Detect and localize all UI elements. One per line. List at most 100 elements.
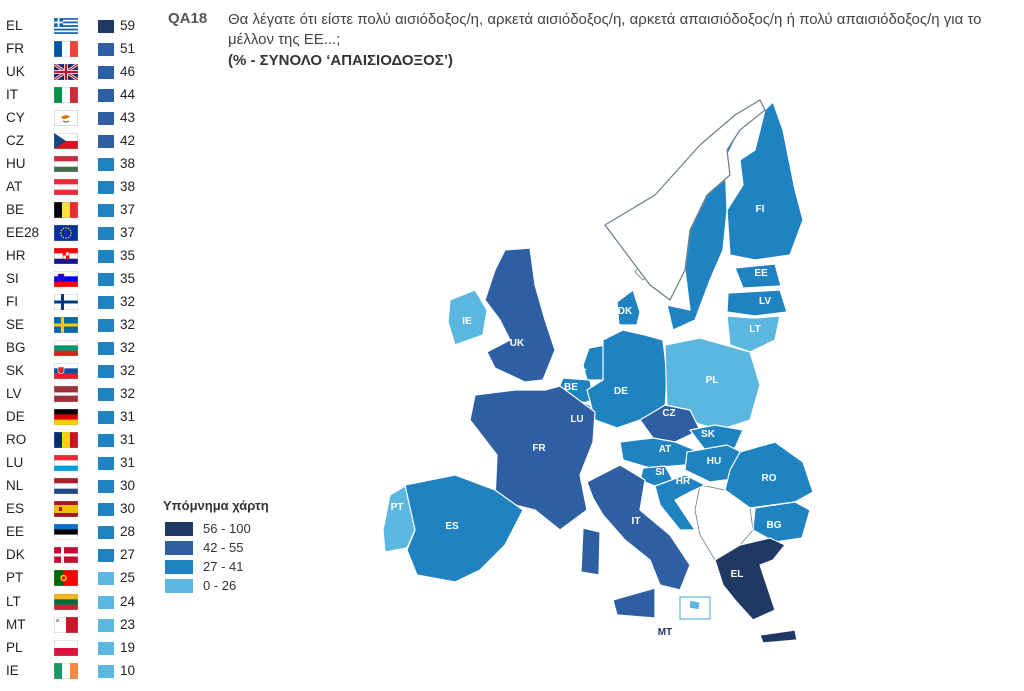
country-code: SE [6, 317, 25, 333]
flag-icon [54, 501, 78, 518]
country-value: 46 [120, 64, 136, 80]
country-row: ES 30 [0, 499, 160, 519]
country-row: PL 19 [0, 638, 160, 658]
flag-icon [54, 41, 78, 58]
country-value: 32 [120, 363, 136, 379]
flag-icon [54, 271, 78, 288]
country-value: 44 [120, 87, 136, 103]
country-list: EL 59 FR 51 UK 46 IT 44 CY 43 CZ 42 HU 38 AT 38 BE 37 EE28… [0, 0, 160, 691]
map-label-at: AT [659, 444, 672, 455]
flag-icon [54, 409, 78, 426]
country-value: 24 [120, 593, 136, 609]
country-code: SI [6, 271, 19, 287]
flag-icon [54, 340, 78, 357]
country-shape-ie [447, 289, 488, 346]
value-swatch [98, 641, 114, 655]
flag-icon [54, 363, 78, 380]
legend-item-42-55: 42 - 55 [163, 539, 303, 557]
value-swatch [98, 227, 114, 241]
country-row: SK 32 [0, 361, 160, 381]
map-label-be: BE [564, 382, 578, 393]
value-swatch [98, 365, 114, 379]
country-shape-ee [734, 263, 782, 289]
flag-icon [54, 179, 78, 196]
legend-label: 42 - 55 [203, 540, 244, 555]
country-code: HR [6, 248, 26, 264]
map-label-hr: HR [676, 476, 691, 487]
country-code: PL [6, 639, 23, 655]
country-value: 19 [120, 639, 136, 655]
country-value: 23 [120, 616, 136, 632]
country-code: EL [6, 18, 23, 33]
legend-item-27-41: 27 - 41 [163, 558, 303, 576]
map-label-lv: LV [759, 296, 771, 307]
country-code: HU [6, 156, 26, 172]
value-swatch [98, 664, 114, 678]
flag-icon [54, 547, 78, 564]
map-label-de: DE [614, 386, 628, 397]
country-code: BE [6, 202, 25, 218]
question-code: QA18 [168, 10, 208, 27]
country-code: BG [6, 340, 26, 356]
map-label-si: SI [655, 467, 665, 478]
country-shape-hr [654, 474, 706, 531]
country-row: RO 31 [0, 430, 160, 450]
country-code: EE28 [6, 225, 40, 241]
value-swatch [98, 549, 114, 563]
country-code: DE [6, 409, 25, 425]
country-shape-mt [688, 599, 701, 611]
country-value: 51 [120, 41, 136, 57]
country-row: IT 44 [0, 85, 160, 105]
country-row: NL 30 [0, 476, 160, 496]
country-shape-no [604, 99, 766, 301]
flag-icon [54, 64, 78, 81]
map-label-dk: DK [618, 306, 633, 317]
country-shape-lv [726, 289, 788, 317]
country-value: 38 [120, 179, 136, 195]
flag-icon [54, 524, 78, 541]
country-value: 31 [120, 432, 136, 448]
flag-icon [54, 639, 78, 656]
country-value: 25 [120, 570, 136, 586]
value-swatch [98, 66, 114, 80]
flag-icon [54, 294, 78, 311]
country-row: HR 35 [0, 246, 160, 266]
value-swatch [98, 480, 114, 494]
country-value: 10 [120, 662, 136, 678]
country-row: BE 37 [0, 200, 160, 220]
value-swatch [98, 273, 114, 287]
flag-icon [54, 432, 78, 449]
country-code: SK [6, 363, 25, 379]
flag-icon [54, 455, 78, 472]
country-code: FI [6, 294, 18, 310]
value-swatch [98, 112, 114, 126]
question-subtitle: (% - ΣΥΝΟΛΟ ‘ΑΠΑΙΣΙΟΔΟΞΟΣ’) [228, 52, 453, 69]
flag-icon [54, 662, 78, 679]
flag-icon [54, 248, 78, 265]
legend-label: 27 - 41 [203, 559, 244, 574]
map-legend: Υπόμνημα χάρτη 56 - 100 42 - 55 27 - 41 … [163, 498, 303, 598]
country-code: MT [6, 616, 26, 632]
question-text: Θα λέγατε ότι είστε πολύ αισιόδοξος/η, α… [228, 11, 982, 48]
country-code: LU [6, 455, 24, 471]
value-swatch [98, 89, 114, 103]
country-row: CY 43 [0, 108, 160, 128]
country-shape-dk [616, 289, 641, 326]
country-value: 37 [120, 225, 136, 241]
country-value: 32 [120, 340, 136, 356]
country-value: 38 [120, 156, 136, 172]
country-row: LV 32 [0, 384, 160, 404]
value-swatch [98, 388, 114, 402]
country-value: 27 [120, 547, 136, 563]
country-shape-el [714, 537, 798, 644]
country-code: LT [6, 593, 21, 609]
country-shape-es [404, 474, 524, 583]
value-swatch [98, 135, 114, 149]
country-value: 30 [120, 501, 136, 517]
value-swatch [98, 595, 114, 609]
map-label-nl: NL [573, 362, 586, 373]
country-row: UK 46 [0, 62, 160, 82]
country-row: AT 38 [0, 177, 160, 197]
country-row: FI 32 [0, 292, 160, 312]
country-row: LT 24 [0, 592, 160, 612]
